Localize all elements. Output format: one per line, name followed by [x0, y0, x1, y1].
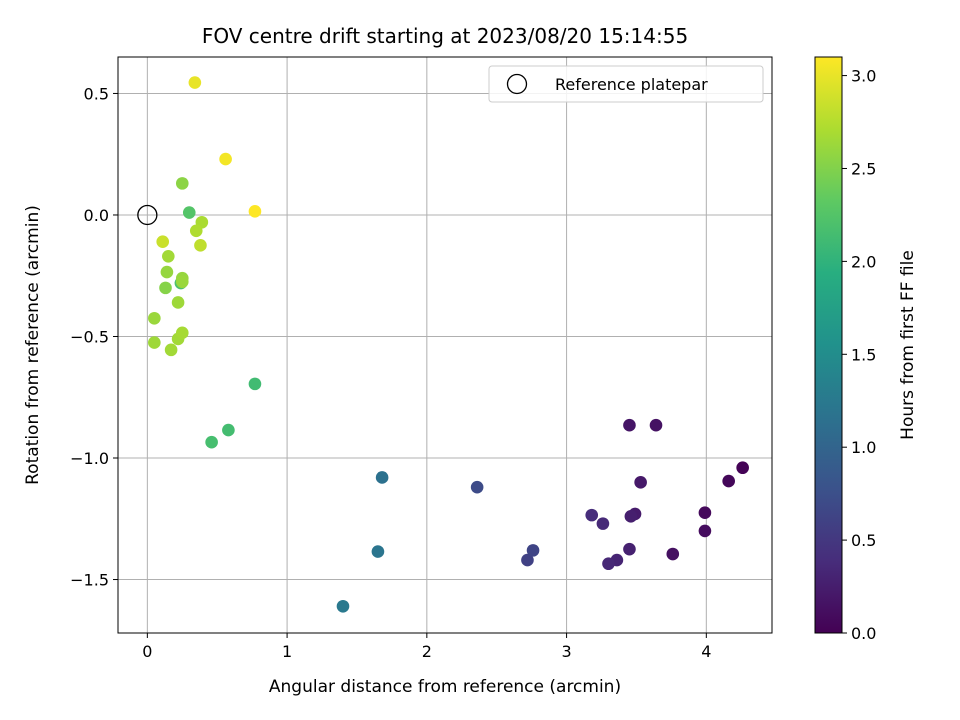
- data-point: [526, 544, 540, 557]
- data-point: [219, 152, 232, 166]
- x-tick-label: 1: [282, 642, 292, 661]
- data-point: [148, 336, 161, 349]
- data-point: [159, 281, 172, 295]
- data-point: [596, 517, 610, 530]
- legend-reference-marker: [506, 73, 528, 95]
- data-point: [248, 377, 262, 391]
- data-point: [623, 542, 636, 556]
- colorbar-tick-label: 0.5: [851, 531, 876, 550]
- colorbar-tick-label: 3.0: [851, 67, 876, 86]
- data-point: [175, 326, 189, 340]
- data-point: [666, 547, 680, 561]
- data-point: [336, 599, 350, 613]
- data-point: [222, 423, 235, 437]
- colorbar-gradient: [814, 56, 843, 634]
- data-point: [634, 476, 647, 489]
- colorbar-label: Hours from first FF file: [898, 250, 918, 440]
- x-tick-label: 2: [422, 642, 432, 661]
- colorbar-tick-label: 2.5: [851, 159, 876, 178]
- data-point: [698, 506, 712, 519]
- axis-ticks: 0 1 2 3 4 −1.5 −1.0 −0.5 0.0 0.5: [70, 84, 711, 661]
- reference-point-marker: [137, 204, 158, 226]
- data-point: [175, 275, 189, 289]
- data-point: [188, 76, 202, 89]
- grid: [118, 57, 772, 633]
- y-tick-label: −0.5: [70, 327, 109, 346]
- data-point: [182, 206, 196, 219]
- data-point: [602, 557, 615, 571]
- legend: Reference platepar: [488, 65, 764, 103]
- data-point: [175, 177, 189, 190]
- scatter-points: [137, 76, 749, 613]
- x-tick-label: 0: [142, 642, 152, 661]
- y-tick-label: 0.5: [84, 84, 109, 103]
- y-tick-label: 0.0: [84, 206, 109, 225]
- data-point: [162, 249, 175, 263]
- data-point: [171, 296, 185, 309]
- data-point: [722, 474, 735, 488]
- colorbar-ticks: 0.0 0.5 1.0 1.5 2.0 2.5 3.0: [842, 67, 876, 643]
- data-point: [585, 508, 599, 522]
- y-axis-label: Rotation from reference (arcmin): [23, 205, 43, 485]
- data-point: [470, 480, 484, 494]
- data-point: [623, 418, 636, 432]
- legend-box: [488, 65, 764, 103]
- data-point: [248, 205, 262, 218]
- data-point: [649, 418, 663, 432]
- data-point: [189, 224, 203, 238]
- data-point: [205, 435, 218, 449]
- y-tick-label: −1.0: [70, 449, 109, 468]
- data-point: [160, 265, 174, 279]
- data-point: [371, 545, 385, 558]
- x-axis-label: Angular distance from reference (arcmin): [269, 677, 621, 697]
- x-tick-label: 4: [701, 642, 711, 661]
- data-point: [624, 510, 638, 523]
- data-point: [194, 239, 207, 252]
- colorbar-tick-label: 1.0: [851, 438, 876, 457]
- data-point: [156, 235, 170, 249]
- chart-title: FOV centre drift starting at 2023/08/20 …: [202, 24, 688, 48]
- data-point: [698, 524, 712, 538]
- data-point: [736, 461, 749, 475]
- colorbar-tick-label: 2.0: [851, 252, 876, 271]
- x-tick-label: 3: [561, 642, 571, 661]
- data-point: [375, 471, 389, 484]
- plot-frame: [117, 56, 773, 634]
- data-point: [148, 311, 161, 325]
- colorbar: 0.0 0.5 1.0 1.5 2.0 2.5 3.0 Hours from first F…: [814, 56, 918, 643]
- colorbar-tick-label: 1.5: [851, 345, 876, 364]
- data-point: [521, 553, 534, 567]
- y-tick-label: −1.5: [70, 571, 109, 590]
- data-point: [164, 343, 178, 357]
- legend-label: Reference platepar: [555, 75, 708, 94]
- colorbar-tick-label: 0.0: [851, 624, 876, 643]
